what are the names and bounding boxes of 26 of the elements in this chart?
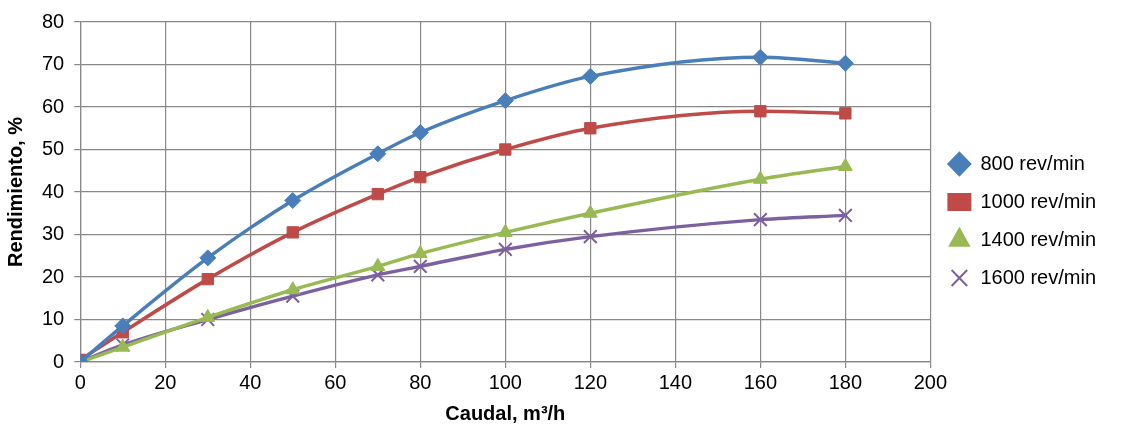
x-tick-label: 120 bbox=[573, 370, 608, 393]
y-tick-label: 0 bbox=[53, 349, 65, 372]
legend-label: 1400 rev/min bbox=[980, 227, 1097, 250]
x-tick-label: 80 bbox=[409, 370, 432, 393]
y-axis-title: Rendimiento, % bbox=[3, 116, 26, 268]
x-tick-label: 20 bbox=[154, 370, 177, 393]
legend-label: 1600 rev/min bbox=[980, 265, 1097, 288]
legend-label: 800 rev/min bbox=[980, 151, 1085, 174]
x-tick-label: 180 bbox=[828, 370, 863, 393]
y-tick-label: 60 bbox=[42, 94, 65, 117]
legend-label: 1000 rev/min bbox=[980, 189, 1097, 212]
y-tick-label: 80 bbox=[42, 9, 65, 32]
x-tick-label: 40 bbox=[239, 370, 262, 393]
y-tick-label: 70 bbox=[42, 52, 65, 75]
x-tick-label: 200 bbox=[913, 370, 948, 393]
x-tick-label: 0 bbox=[74, 370, 86, 393]
y-tick-label: 50 bbox=[42, 137, 65, 160]
y-tick-label: 30 bbox=[42, 222, 65, 245]
x-axis-title: Caudal, m³/h bbox=[445, 401, 566, 424]
x-tick-label: 140 bbox=[658, 370, 693, 393]
y-tick-label: 10 bbox=[42, 307, 65, 330]
y-tick-label: 40 bbox=[42, 179, 65, 202]
x-tick-label: 160 bbox=[743, 370, 778, 393]
y-tick-label: 20 bbox=[42, 264, 65, 287]
x-tick-label: 100 bbox=[488, 370, 522, 393]
x-tick-label: 60 bbox=[324, 370, 347, 393]
